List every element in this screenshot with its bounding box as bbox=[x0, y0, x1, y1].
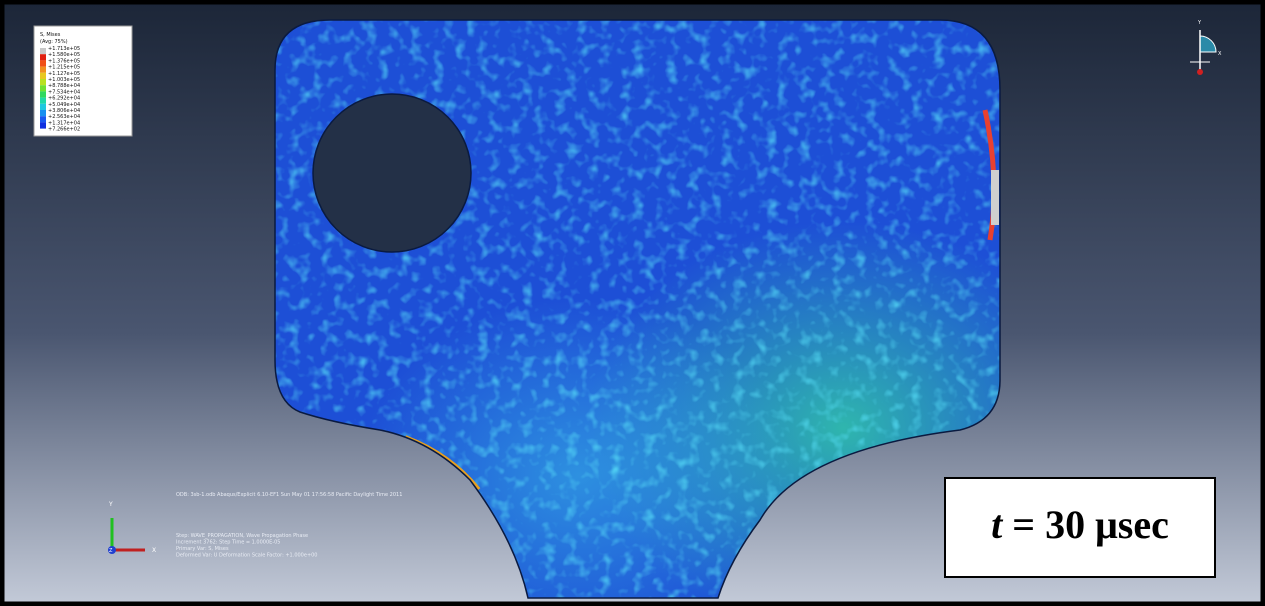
legend-swatch bbox=[40, 48, 46, 55]
legend-value: +1.580e+05 bbox=[48, 52, 80, 58]
legend-swatch bbox=[40, 60, 46, 67]
legend-swatch bbox=[40, 91, 46, 98]
legend-swatch bbox=[40, 54, 46, 61]
axis-label: X bbox=[152, 547, 156, 554]
legend-subtitle: (Avg: 75%) bbox=[40, 39, 68, 45]
legend-value: +1.713e+05 bbox=[48, 46, 80, 52]
legend-swatch bbox=[40, 72, 46, 79]
legend-swatch bbox=[40, 122, 46, 129]
time-variable: t bbox=[991, 502, 1004, 547]
info-line: Step: WAVE_PROPAGATION, Wave Propagation… bbox=[176, 533, 308, 539]
legend-box bbox=[33, 25, 133, 137]
legend-swatch bbox=[40, 97, 46, 104]
legend-swatch bbox=[40, 110, 46, 117]
info-line: Deformed Var: U Deformation Scale Factor… bbox=[176, 553, 318, 559]
legend-swatch bbox=[40, 85, 46, 92]
legend-swatch bbox=[40, 66, 46, 73]
legend-swatch bbox=[40, 79, 46, 86]
time-value: = 30 μsec bbox=[1012, 502, 1169, 547]
legend-swatch bbox=[40, 116, 46, 123]
axis-label: Y bbox=[108, 501, 113, 508]
legend-value: +7.534e+04 bbox=[48, 89, 80, 95]
axis-label: X bbox=[1218, 51, 1222, 57]
triad: Y X Z bbox=[108, 501, 156, 554]
odb-info: ODB: 3sb-1.odb Abaqus/Explicit 6.10-EF1 … bbox=[176, 492, 402, 498]
legend-value: +7.266e+02 bbox=[48, 127, 80, 133]
time-box bbox=[944, 477, 1216, 578]
info: ODB: 3sb-1.odb Abaqus/Explicit 6.10-EF1 … bbox=[176, 492, 402, 559]
legend-value: +1.376e+05 bbox=[48, 58, 80, 64]
axis-label: Y bbox=[1197, 20, 1202, 26]
legend-value: +1.317e+04 bbox=[48, 120, 80, 126]
legend-value: +2.563e+04 bbox=[48, 114, 80, 120]
rail-outline bbox=[274, 19, 1001, 599]
legend-value: +1.127e+05 bbox=[48, 71, 80, 77]
hole bbox=[312, 93, 472, 253]
legend-swatch bbox=[40, 103, 46, 110]
legend: S, Mises (Avg: 75%) +1.713e+05+1.580e+05… bbox=[33, 25, 133, 137]
legend-value: +1.215e+05 bbox=[48, 65, 80, 71]
time-label: t = 30 μsec bbox=[991, 502, 1169, 547]
legend-title: S, Mises bbox=[40, 32, 61, 38]
axis-label: Z bbox=[109, 548, 113, 554]
legend-value: +6.292e+04 bbox=[48, 96, 80, 102]
info-line: Primary Var: S, Mises bbox=[176, 546, 229, 552]
legend-value: +3.806e+04 bbox=[48, 108, 80, 114]
legend-value: +8.788e+04 bbox=[48, 83, 80, 89]
legend-value: +1.003e+05 bbox=[48, 77, 80, 83]
info-line: Increment 3762: Step Time = 1.0000E-05 bbox=[176, 540, 280, 546]
legend-value: +5.049e+04 bbox=[48, 102, 80, 108]
view-triad: Y X bbox=[1190, 20, 1222, 75]
